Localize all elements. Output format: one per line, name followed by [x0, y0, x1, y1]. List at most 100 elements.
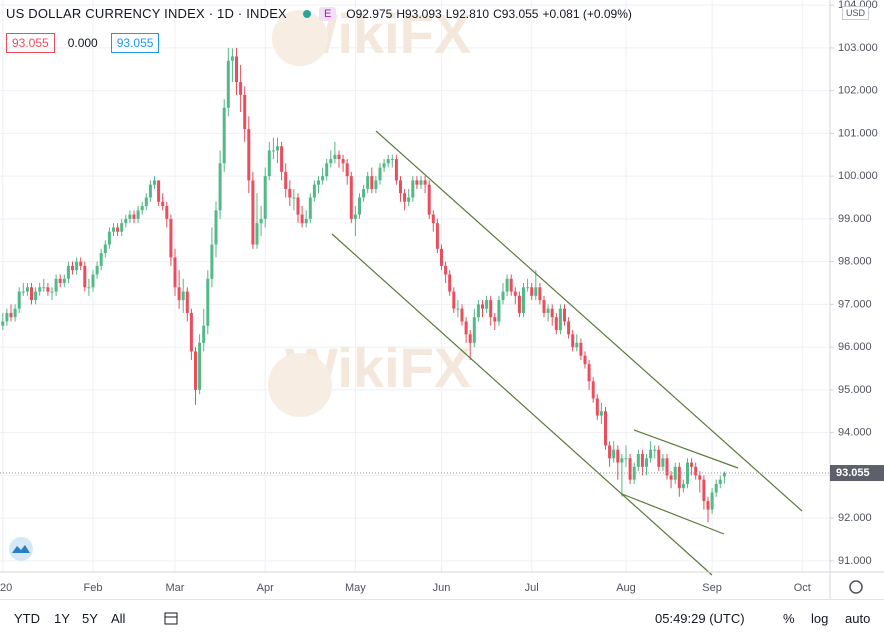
- x-tick-label: Feb: [84, 582, 103, 594]
- candle-body: [718, 479, 722, 484]
- candles: [1, 47, 726, 523]
- candle-body: [481, 304, 484, 309]
- candle-body: [444, 265, 448, 275]
- candle-body: [157, 180, 161, 202]
- candle-body: [448, 274, 452, 292]
- candle-body: [292, 197, 296, 199]
- candle-body: [230, 56, 234, 61]
- y-tick-label: 97.000: [838, 298, 872, 310]
- ohlc-value: 93.055: [501, 6, 539, 21]
- candle-body: [546, 308, 550, 313]
- candle-body: [169, 218, 173, 258]
- x-tick-label: 20: [0, 582, 12, 594]
- ohlc-item: H93.093: [396, 7, 441, 21]
- candle-body: [522, 287, 525, 313]
- calendar-icon: [164, 612, 178, 625]
- candle-body: [702, 479, 706, 502]
- candle-body: [13, 308, 17, 318]
- candle-body: [9, 312, 13, 318]
- candle-body: [296, 197, 300, 215]
- candle-body: [161, 201, 165, 207]
- candle-body: [612, 449, 616, 459]
- goto-date-button[interactable]: [163, 610, 179, 626]
- option-button[interactable]: %: [783, 611, 795, 626]
- candle-body: [255, 223, 259, 245]
- range-button[interactable]: YTD: [14, 611, 40, 626]
- candle-body: [378, 167, 382, 181]
- candle-body: [148, 184, 152, 198]
- candle-body: [493, 317, 497, 322]
- candle-body: [218, 163, 222, 211]
- grid: [0, 0, 830, 572]
- candle-body: [198, 342, 202, 390]
- y-tick-label: 95.000: [838, 384, 872, 396]
- candle-body: [460, 308, 464, 322]
- candle-body: [505, 278, 509, 292]
- candle-body: [247, 129, 251, 181]
- candle-body: [62, 278, 66, 284]
- candle-body: [25, 287, 29, 292]
- range-button[interactable]: All: [111, 611, 126, 626]
- trend-line: [331, 233, 713, 576]
- candle-body: [558, 308, 562, 331]
- candle-body: [87, 287, 91, 289]
- chart: WikiFX WikiFX 91.00092.00093.00094.00095…: [0, 0, 884, 599]
- ohlc-label: O: [346, 6, 356, 21]
- candle-body: [66, 265, 70, 279]
- candle-body: [407, 197, 411, 202]
- candle-body: [554, 317, 558, 331]
- candle-body: [452, 291, 456, 309]
- candle-body: [75, 261, 79, 271]
- range-button[interactable]: 1Y: [54, 611, 70, 626]
- candle-body: [587, 364, 591, 382]
- candle-body: [83, 265, 87, 288]
- candle-body: [144, 197, 148, 207]
- candle-body: [17, 291, 21, 309]
- candle-body: [136, 210, 140, 219]
- candle-body: [604, 411, 607, 446]
- candle-body: [390, 159, 394, 161]
- candle-body: [226, 60, 230, 108]
- candle-body: [333, 154, 337, 160]
- candle-body: [71, 265, 74, 271]
- candle-body: [489, 300, 493, 318]
- candle-body: [276, 146, 279, 151]
- candle-body: [5, 312, 9, 322]
- currency-label[interactable]: USD: [842, 6, 870, 20]
- option-button[interactable]: auto: [845, 611, 871, 626]
- y-tick-label: 96.000: [838, 341, 872, 353]
- candle-body: [579, 342, 583, 356]
- candle-body: [399, 180, 402, 194]
- candle-body: [419, 180, 423, 185]
- indicator-values: 93.055 0.000 93.055: [6, 33, 167, 53]
- candle-body: [120, 223, 124, 232]
- option-button[interactable]: log: [811, 611, 829, 626]
- change: +0.081 (+0.09%): [542, 6, 632, 21]
- candle-body: [476, 304, 480, 318]
- candle-body: [571, 334, 575, 348]
- candle-body: [308, 197, 312, 219]
- candle-body: [116, 227, 120, 232]
- candle-body: [202, 325, 206, 343]
- candle-body: [608, 445, 612, 459]
- candle-body: [640, 454, 644, 467]
- x-tick-label: May: [345, 582, 366, 594]
- candle-body: [132, 214, 136, 219]
- candle-body: [722, 473, 726, 477]
- indicator-value: 0.000: [67, 36, 98, 50]
- candle-body: [50, 291, 54, 293]
- candle-body: [636, 454, 640, 467]
- y-tick-label: 104.000: [838, 0, 878, 11]
- candle-body: [103, 244, 107, 254]
- candle-body: [411, 180, 415, 198]
- settings-button[interactable]: [849, 580, 863, 594]
- candle-body: [235, 56, 238, 83]
- candle-body: [79, 261, 83, 266]
- candle-body: [661, 458, 665, 467]
- clock: 05:49:29 (UTC): [655, 611, 745, 626]
- candle-body: [538, 287, 542, 301]
- exchange-badge: E: [318, 6, 337, 21]
- range-button[interactable]: 5Y: [82, 611, 98, 626]
- candle-body: [210, 244, 214, 279]
- candle-body: [284, 171, 288, 189]
